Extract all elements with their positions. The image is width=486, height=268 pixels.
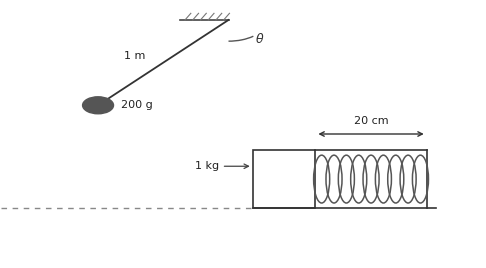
Bar <box>253 150 315 208</box>
Circle shape <box>83 97 114 114</box>
Text: 1 kg: 1 kg <box>195 161 248 171</box>
Text: $\theta$: $\theta$ <box>255 32 264 46</box>
Text: 20 cm: 20 cm <box>354 116 388 126</box>
Text: 1 m: 1 m <box>123 51 145 61</box>
Text: 200 g: 200 g <box>121 100 153 110</box>
